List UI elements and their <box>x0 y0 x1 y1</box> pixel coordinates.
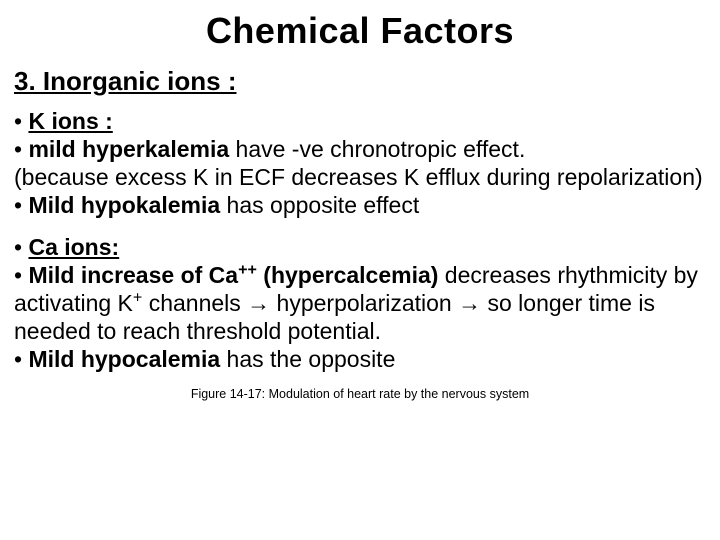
section-heading: 3. Inorganic ions : <box>14 66 706 97</box>
k-superscript: + <box>133 290 142 316</box>
ca-ions-heading: • Ca ions: <box>14 233 706 261</box>
hypercalcemia-term-a: Mild increase of Ca <box>28 262 238 288</box>
hypocalemia-effect: has the opposite <box>220 346 395 372</box>
figure-caption: Figure 14-17: Modulation of heart rate b… <box>14 387 706 401</box>
block-k-ions: • K ions : • mild hyperkalemia have -ve … <box>14 107 706 219</box>
ca-ions-line-hypocalemia: • Mild hypocalemia has the opposite <box>14 345 706 373</box>
k-ions-line-hypokalemia: • Mild hypokalemia has opposite effect <box>14 191 706 219</box>
hyperkalemia-term: mild hyperkalemia <box>28 136 229 162</box>
hypokalemia-effect: has opposite effect <box>220 192 419 218</box>
slide-title: Chemical Factors <box>14 10 706 52</box>
k-ions-explanation: (because excess K in ECF decreases K eff… <box>14 163 706 191</box>
slide: Chemical Factors 3. Inorganic ions : • K… <box>0 0 720 540</box>
block-ca-ions: • Ca ions: • Mild increase of Ca++ (hype… <box>14 233 706 373</box>
hyperkalemia-effect: have -ve chronotropic effect. <box>229 136 525 162</box>
ca-ions-label: Ca ions: <box>28 234 119 260</box>
k-ions-line-hyperkalemia: • mild hyperkalemia have -ve chronotropi… <box>14 135 706 163</box>
k-ions-heading: • K ions : <box>14 107 706 135</box>
ca-superscript: ++ <box>238 262 257 288</box>
hypercalcemia-term-b: (hypercalcemia) <box>257 262 439 288</box>
k-ions-label: K ions : <box>28 108 112 134</box>
hypokalemia-term: Mild hypokalemia <box>28 192 220 218</box>
ca-ions-line-hypercalcemia: • Mild increase of Ca++ (hypercalcemia) … <box>14 262 698 344</box>
hypocalemia-term: Mild hypocalemia <box>28 346 220 372</box>
